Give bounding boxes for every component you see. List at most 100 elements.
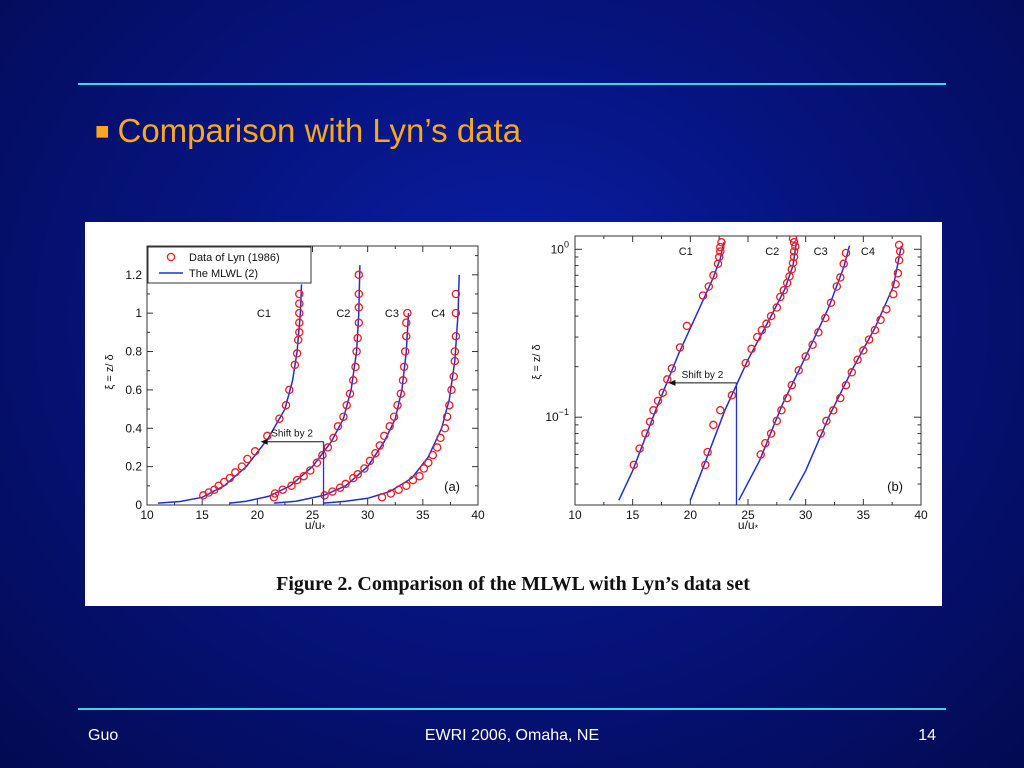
x-tick-label: 10 (568, 508, 582, 522)
data-point (270, 489, 280, 498)
legend-data-marker (166, 252, 176, 262)
data-point (440, 424, 450, 433)
data-point (766, 429, 776, 438)
data-point (292, 349, 302, 358)
data-point (295, 289, 304, 299)
data-point (237, 462, 247, 471)
data-point (447, 385, 456, 395)
data-point (658, 388, 667, 397)
y-tick-label: 1.2 (125, 268, 142, 282)
data-point (402, 481, 411, 491)
data-point (832, 282, 842, 291)
y-tick-label: 100 (551, 239, 569, 256)
data-point (814, 328, 823, 337)
data-point (354, 270, 364, 280)
data-point (371, 448, 380, 458)
data-point (788, 236, 798, 243)
data-point (341, 479, 350, 489)
data-point (402, 331, 411, 341)
x-tick-label: 30 (799, 508, 813, 522)
data-point (295, 318, 304, 327)
data-point (269, 493, 279, 502)
data-point (399, 362, 409, 372)
data-point (292, 475, 302, 485)
plot-frame (574, 235, 922, 506)
data-point (709, 420, 718, 430)
y-tick-label: 0.8 (125, 345, 142, 359)
data-point (450, 356, 460, 366)
data-point (757, 325, 767, 335)
shift-arrow-head (260, 438, 268, 445)
series-label: C3 (814, 246, 828, 258)
data-point (385, 422, 394, 431)
data-point (352, 347, 361, 356)
data-point (714, 252, 724, 262)
data-point (698, 291, 708, 300)
shift-label: Shift by 2 (682, 370, 724, 381)
slide-title-text: Comparison with Lyn’s data (117, 112, 522, 149)
y-tick-label: 0.2 (125, 460, 142, 474)
chart-panel-a: 10 15 20 25 30 35 40 0 0.2 0.4 0.6 0.8 1 1.2 C1 C2 C3 C4 S… (104, 245, 485, 533)
top-rule (78, 83, 946, 85)
data-point (776, 292, 785, 302)
x-tick-label: 35 (857, 508, 871, 522)
x-tick-label: 40 (914, 508, 928, 522)
data-point (717, 238, 726, 247)
data-point (424, 458, 433, 468)
data-point (345, 389, 355, 398)
data-point (295, 299, 304, 308)
data-point (353, 470, 362, 479)
data-point (318, 450, 327, 460)
legend-box (147, 246, 312, 284)
data-point (451, 308, 461, 318)
data-point (389, 412, 399, 421)
data-point (275, 414, 284, 423)
y-tick-label: 1 (135, 306, 142, 320)
data-point (339, 412, 348, 421)
model-curve-c4 (323, 274, 460, 504)
data-point (821, 313, 830, 323)
data-point (829, 406, 838, 415)
data-point (225, 473, 235, 483)
data-point (894, 240, 904, 250)
data-point (709, 271, 718, 280)
chart-panel-b: 10 15 20 25 30 35 40 100 10−1 C1 C2 C3 C4 Shift by 2 (… (531, 235, 928, 533)
figure-svg: 10 15 20 25 30 35 40 0 0.2 0.4 0.6 0.8 1 1.2 C1 C2 C3 C4 S… (104, 235, 928, 595)
x-axis-label: u/u* (738, 518, 759, 533)
model-curve-c2 (229, 265, 361, 504)
x-tick-label: 15 (626, 508, 640, 522)
x-tick-label: 40 (471, 508, 485, 522)
panel-label: (a) (444, 479, 460, 494)
data-point (428, 450, 438, 460)
data-point (351, 362, 360, 372)
data-point (278, 485, 287, 494)
data-point (281, 400, 291, 410)
data-point (893, 269, 903, 278)
data-point (864, 335, 874, 344)
x-tick-label: 15 (195, 508, 209, 522)
data-point (415, 471, 424, 481)
data-point (645, 417, 655, 426)
data-point (393, 400, 402, 410)
data-point (349, 376, 358, 385)
x-tick-label: 35 (416, 508, 430, 522)
data-point (891, 279, 900, 289)
data-point (449, 372, 458, 381)
data-point (419, 464, 429, 473)
x-tick-label: 25 (306, 508, 320, 522)
data-point (386, 489, 396, 498)
data-point (801, 352, 810, 361)
data-point (400, 347, 410, 356)
data-point (287, 481, 296, 491)
y-tick-label: 10−1 (545, 407, 569, 424)
data-point (882, 304, 891, 314)
data-point (451, 331, 461, 341)
series-label: C4 (861, 246, 875, 258)
data-point (365, 456, 375, 466)
data-point (375, 441, 385, 450)
y-tick-label: 0.4 (125, 421, 142, 435)
data-point (789, 238, 799, 247)
data-point (761, 438, 770, 448)
model-curve-c4 (788, 245, 903, 501)
data-point (667, 364, 677, 373)
